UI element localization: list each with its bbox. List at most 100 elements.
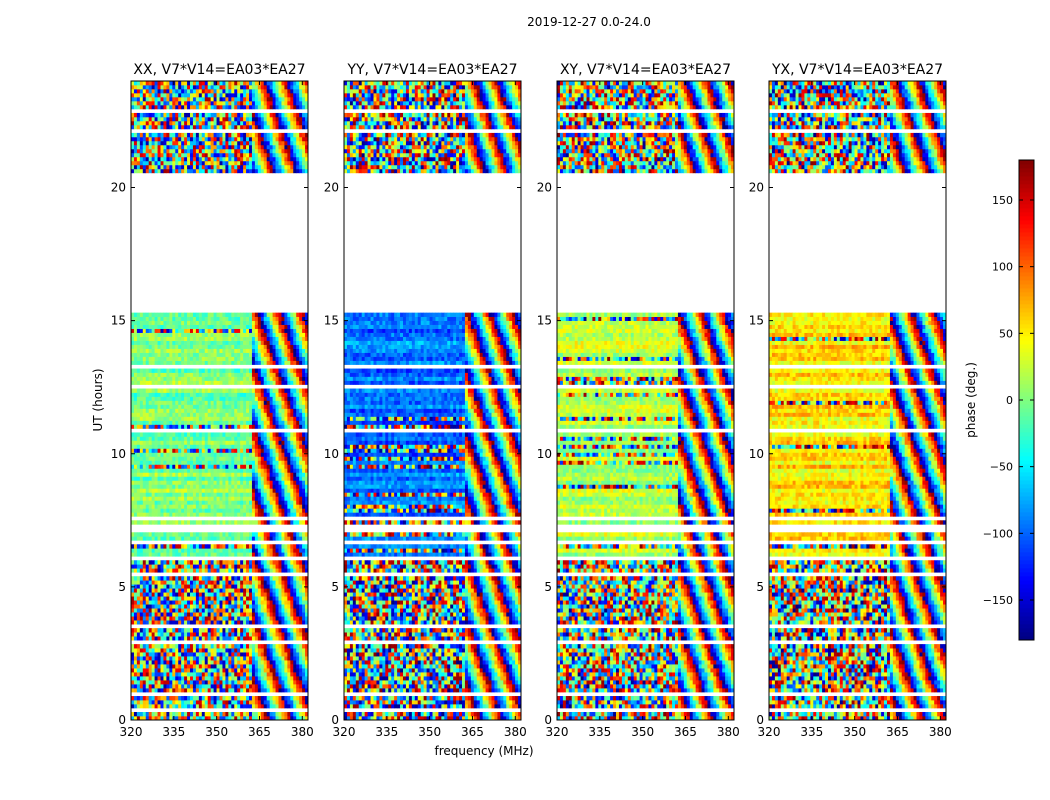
y-tick-label: 0 bbox=[118, 713, 126, 727]
x-tick-label: 380 bbox=[929, 725, 952, 739]
panel-frame bbox=[768, 80, 947, 721]
colorbar-segment bbox=[1019, 508, 1034, 513]
colorbar-segment bbox=[1019, 296, 1034, 301]
colorbar-segment bbox=[1019, 536, 1034, 541]
y-tick-label: 10 bbox=[749, 447, 764, 461]
y-tick-label: 5 bbox=[118, 580, 126, 594]
panel-title: YX, V7*V14=EA03*EA27 bbox=[771, 62, 943, 78]
colorbar-segment bbox=[1019, 552, 1034, 557]
x-tick-label: 350 bbox=[418, 725, 441, 739]
y-tick-label: 10 bbox=[324, 447, 339, 461]
colorbar-segment bbox=[1019, 396, 1034, 401]
colorbar-segment bbox=[1019, 304, 1034, 309]
y-tick-label: 10 bbox=[537, 447, 552, 461]
x-tick-label: 320 bbox=[120, 725, 143, 739]
waterfall-image bbox=[131, 81, 309, 721]
colorbar-segment bbox=[1019, 548, 1034, 553]
colorbar-tick-label: −50 bbox=[990, 461, 1013, 474]
colorbar-segment bbox=[1019, 452, 1034, 457]
colorbar-segment bbox=[1019, 412, 1034, 417]
colorbar-segment bbox=[1019, 352, 1034, 357]
colorbar-segment bbox=[1019, 608, 1034, 613]
colorbar-segment bbox=[1019, 424, 1034, 429]
colorbar-segment bbox=[1019, 612, 1034, 617]
colorbar-segment bbox=[1019, 636, 1034, 641]
colorbar-segment bbox=[1019, 628, 1034, 633]
panel-2: YY, V7*V14=EA03*EA27 320 335 350 365 380 0 5 10 1… bbox=[324, 62, 527, 739]
colorbar-segment bbox=[1019, 520, 1034, 525]
colorbar-tick-label: −100 bbox=[983, 527, 1013, 540]
x-tick-label: 320 bbox=[333, 725, 356, 739]
colorbar-segment bbox=[1019, 276, 1034, 281]
x-tick-label: 335 bbox=[162, 725, 185, 739]
colorbar-segment bbox=[1019, 364, 1034, 369]
colorbar-segment bbox=[1019, 224, 1034, 229]
colorbar-segment bbox=[1019, 316, 1034, 321]
colorbar-segment bbox=[1019, 568, 1034, 573]
colorbar-segment bbox=[1019, 504, 1034, 509]
colorbar-segment bbox=[1019, 204, 1034, 209]
panels-group: XX, V7*V14=EA03*EA27 320 335 350 365 380 0 5 10 1… bbox=[111, 62, 952, 739]
colorbar-segment bbox=[1019, 584, 1034, 589]
colorbar-segment bbox=[1019, 188, 1034, 193]
colorbar-segment bbox=[1019, 208, 1034, 213]
waterfall-image bbox=[344, 81, 522, 721]
colorbar-segment bbox=[1019, 252, 1034, 257]
colorbar-segment bbox=[1019, 324, 1034, 329]
waterfall-image bbox=[769, 81, 947, 721]
colorbar-segment bbox=[1019, 312, 1034, 317]
colorbar-segment bbox=[1019, 360, 1034, 365]
colorbar-segment bbox=[1019, 632, 1034, 637]
colorbar-segment bbox=[1019, 348, 1034, 353]
colorbar-segment bbox=[1019, 300, 1034, 305]
y-tick-label: 20 bbox=[537, 181, 552, 195]
y-tick-label: 20 bbox=[111, 181, 126, 195]
colorbar-segment bbox=[1019, 440, 1034, 445]
colorbar-segment bbox=[1019, 272, 1034, 277]
colorbar-segment bbox=[1019, 616, 1034, 621]
colorbar-segment bbox=[1019, 420, 1034, 425]
colorbar-segment bbox=[1019, 288, 1034, 293]
colorbar-segment bbox=[1019, 492, 1034, 497]
colorbar-segment bbox=[1019, 180, 1034, 185]
colorbar-segment bbox=[1019, 556, 1034, 561]
colorbar-segment bbox=[1019, 528, 1034, 533]
y-tick-label: 15 bbox=[537, 314, 552, 328]
colorbar-segment bbox=[1019, 592, 1034, 597]
colorbar-segment bbox=[1019, 368, 1034, 373]
y-tick-label: 0 bbox=[544, 713, 552, 727]
panel-1: XX, V7*V14=EA03*EA27 320 335 350 365 380 0 5 10 1… bbox=[111, 62, 314, 739]
colorbar-segment bbox=[1019, 444, 1034, 449]
y-tick-label: 5 bbox=[756, 580, 764, 594]
panel-frame bbox=[556, 80, 735, 721]
y-tick-label: 20 bbox=[749, 181, 764, 195]
colorbar-segment bbox=[1019, 292, 1034, 297]
colorbar-segment bbox=[1019, 280, 1034, 285]
x-tick-label: 380 bbox=[291, 725, 314, 739]
colorbar-segment bbox=[1019, 268, 1034, 273]
colorbar-segment bbox=[1019, 564, 1034, 569]
colorbar-segment bbox=[1019, 308, 1034, 313]
x-tick-label: 350 bbox=[205, 725, 228, 739]
x-tick-label: 365 bbox=[886, 725, 909, 739]
colorbar-segment bbox=[1019, 408, 1034, 413]
y-tick-label: 10 bbox=[111, 447, 126, 461]
colorbar-segment bbox=[1019, 500, 1034, 505]
colorbar-segment bbox=[1019, 588, 1034, 593]
colorbar-segment bbox=[1019, 332, 1034, 337]
y-tick-label: 15 bbox=[111, 314, 126, 328]
colorbar-segment bbox=[1019, 388, 1034, 393]
y-tick-label: 0 bbox=[756, 713, 764, 727]
colorbar-segment bbox=[1019, 472, 1034, 477]
figure-suptitle: 2019-12-27 0.0-24.0 bbox=[527, 15, 651, 29]
x-tick-label: 350 bbox=[843, 725, 866, 739]
colorbar-segment bbox=[1019, 400, 1034, 405]
colorbar-segment bbox=[1019, 248, 1034, 253]
colorbar-tick-label: −150 bbox=[983, 594, 1013, 607]
x-tick-label: 380 bbox=[504, 725, 527, 739]
x-tick-label: 380 bbox=[717, 725, 740, 739]
x-tick-label: 320 bbox=[546, 725, 569, 739]
colorbar-segment bbox=[1019, 524, 1034, 529]
y-tick-label: 5 bbox=[331, 580, 339, 594]
